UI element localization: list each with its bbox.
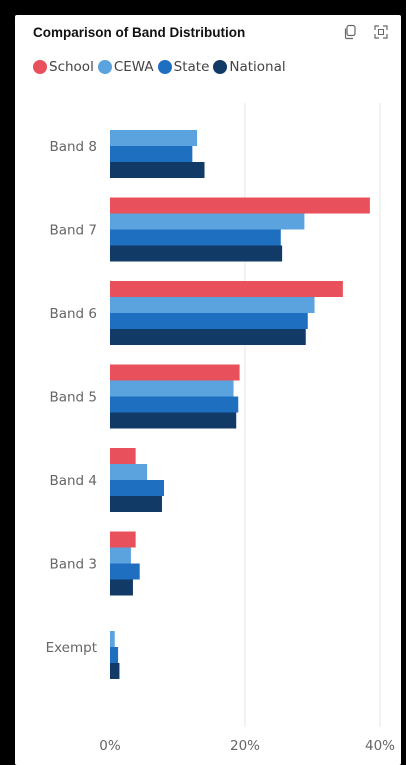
bar-school-band-6[interactable] xyxy=(110,281,343,297)
y-category-label: Band 3 xyxy=(49,557,97,573)
y-category-label: Band 8 xyxy=(49,139,97,155)
bar-national-exempt[interactable] xyxy=(110,663,120,679)
legend-item-school[interactable]: School xyxy=(33,59,94,75)
focus-mode-icon[interactable] xyxy=(373,24,389,40)
bar-state-band-3[interactable] xyxy=(110,563,140,580)
legend-label: CEWA xyxy=(113,59,154,75)
bar-cewa-band-5[interactable] xyxy=(110,380,234,397)
legend-swatch xyxy=(157,60,172,74)
bar-national-band-5[interactable] xyxy=(110,412,237,429)
bar-national-band-7[interactable] xyxy=(110,245,283,262)
bar-cewa-band-6[interactable] xyxy=(110,297,315,313)
legend-item-cewa[interactable]: CEWA xyxy=(97,59,154,75)
chart-card: Comparison of Band Distribution School CE… xyxy=(15,15,401,765)
bar-state-band-7[interactable] xyxy=(110,229,281,246)
legend-label: School xyxy=(49,59,94,75)
bar-state-band-4[interactable] xyxy=(110,480,164,496)
legend-swatch xyxy=(97,60,112,74)
bar-national-band-8[interactable] xyxy=(110,162,205,178)
bar-cewa-exempt[interactable] xyxy=(110,631,115,647)
bar-state-band-8[interactable] xyxy=(110,146,193,162)
legend-item-national[interactable]: National xyxy=(213,59,286,75)
bar-national-band-6[interactable] xyxy=(110,329,306,345)
legend-swatch xyxy=(213,60,228,74)
bar-state-band-6[interactable] xyxy=(110,313,308,329)
bar-school-band-3[interactable] xyxy=(110,531,136,548)
y-category-label: Band 6 xyxy=(49,306,97,322)
y-category-label: Exempt xyxy=(46,640,97,656)
bar-cewa-band-7[interactable] xyxy=(110,213,305,230)
bar-state-exempt[interactable] xyxy=(110,647,119,663)
bar-national-band-3[interactable] xyxy=(110,579,133,596)
legend-item-state[interactable]: State xyxy=(157,59,210,75)
chart-legend: School CEWA State National xyxy=(33,57,290,77)
bar-chart-plot: 0% 20% 40% Band 8 Band 7 Band 6 Band 5 Band 4 Ba… xyxy=(46,103,395,754)
x-tick-label: 20% xyxy=(230,738,260,754)
bar-school-band-4[interactable] xyxy=(110,448,136,464)
bar-school-band-5[interactable] xyxy=(110,364,240,381)
legend-label: State xyxy=(173,59,210,75)
bar-cewa-band-3[interactable] xyxy=(110,547,131,564)
bar-cewa-band-4[interactable] xyxy=(110,464,148,480)
bar-school-band-7[interactable] xyxy=(110,197,370,214)
x-tick-label: 0% xyxy=(99,738,121,754)
y-category-label: Band 5 xyxy=(49,390,97,406)
legend-label: National xyxy=(229,59,286,75)
chart-title: Comparison of Band Distribution xyxy=(33,25,246,40)
legend-swatch xyxy=(33,60,47,74)
x-tick-label: 40% xyxy=(365,738,395,754)
bar-national-band-4[interactable] xyxy=(110,496,162,512)
copy-icon[interactable] xyxy=(342,24,358,40)
bar-cewa-band-8[interactable] xyxy=(110,130,198,146)
bar-state-band-5[interactable] xyxy=(110,396,239,413)
y-category-label: Band 7 xyxy=(49,223,97,239)
y-category-label: Band 4 xyxy=(49,473,97,489)
